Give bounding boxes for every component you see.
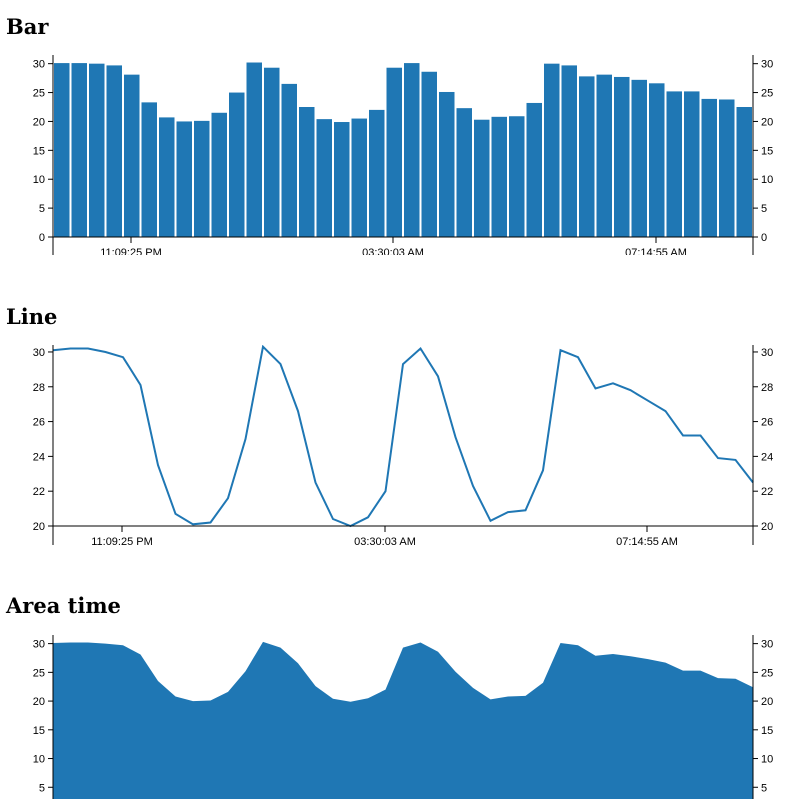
bar <box>316 119 332 237</box>
bar <box>211 112 227 237</box>
y-tick-label-right: 15 <box>761 725 773 737</box>
y-tick-label-right: 28 <box>761 382 773 394</box>
bar <box>369 109 385 237</box>
area-chart-title: Area time <box>6 593 121 618</box>
bar <box>54 63 70 237</box>
bar <box>106 65 122 238</box>
bar <box>141 102 157 237</box>
y-tick-label-left: 20 <box>33 116 45 128</box>
bar <box>439 91 455 237</box>
bar <box>491 116 507 237</box>
bar <box>544 63 560 237</box>
y-tick-label-left: 25 <box>33 88 45 100</box>
x-tick-label: 03:30:03 AM <box>362 247 424 255</box>
y-tick-label-right: 30 <box>761 59 773 71</box>
y-tick-label-right: 20 <box>761 116 773 128</box>
bar <box>351 118 367 237</box>
bar <box>456 108 472 238</box>
y-tick-label-left: 30 <box>33 639 45 651</box>
y-tick-label-left: 22 <box>33 486 45 498</box>
y-tick-label-left: 5 <box>39 782 45 794</box>
bar <box>684 91 700 238</box>
y-tick-label-right: 20 <box>761 696 773 708</box>
series-area <box>53 641 753 799</box>
bar-chart: 0 0 5 5 10 10 15 15 20 20 25 25 30 30 11:09:25 PM 03:30… <box>33 55 773 255</box>
y-tick-label-right: 30 <box>761 347 773 359</box>
bar <box>736 107 752 237</box>
y-tick-label-right: 10 <box>761 754 773 766</box>
y-tick-label-left: 15 <box>33 725 45 737</box>
y-tick-label-left: 20 <box>33 521 45 533</box>
x-tick-label: 03:30:03 AM <box>354 536 416 545</box>
bar <box>561 65 577 238</box>
y-tick-label-right: 25 <box>761 88 773 100</box>
y-tick-label-left: 25 <box>33 667 45 679</box>
y-tick-label-left: 30 <box>33 347 45 359</box>
bar <box>701 98 717 238</box>
bar-chart-title: Bar <box>6 14 49 39</box>
y-tick-label-right: 22 <box>761 486 773 498</box>
bar <box>614 76 630 237</box>
y-tick-label-left: 26 <box>33 417 45 429</box>
bar <box>71 63 87 237</box>
y-tick-label-right: 24 <box>761 451 773 463</box>
area-chart: 5 5 10 10 15 15 20 20 25 25 30 30 <box>33 635 773 799</box>
bar <box>281 83 297 237</box>
y-tick-label-right: 0 <box>761 232 767 244</box>
bar <box>124 74 140 237</box>
bar <box>176 121 192 237</box>
y-tick-label-right: 5 <box>761 782 767 794</box>
bar <box>579 76 595 237</box>
x-tick-label: 11:09:25 PM <box>91 536 153 545</box>
bar <box>159 117 175 237</box>
y-tick-label-right: 26 <box>761 417 773 429</box>
bar <box>246 62 262 238</box>
y-tick-label-left: 24 <box>33 451 45 463</box>
bar <box>596 74 612 237</box>
bar <box>509 116 525 237</box>
y-tick-label-right: 15 <box>761 145 773 157</box>
bar <box>229 92 245 237</box>
y-tick-label-left: 15 <box>33 145 45 157</box>
y-tick-label-left: 0 <box>39 232 45 244</box>
bar <box>666 91 682 238</box>
x-tick-label: 07:14:55 AM <box>616 536 678 545</box>
bar <box>264 67 280 237</box>
bar <box>526 102 542 237</box>
bar <box>649 83 665 237</box>
bar <box>299 107 315 237</box>
y-tick-label-left: 30 <box>33 59 45 71</box>
bar <box>421 71 437 237</box>
y-tick-label-left: 10 <box>33 754 45 766</box>
line-chart: 20 20 22 22 24 24 26 26 28 28 30 30 11:09:25 PM 03:30… <box>33 345 773 545</box>
bar <box>631 79 647 237</box>
x-tick-label: 11:09:25 PM <box>100 247 162 255</box>
y-tick-label-left: 20 <box>33 696 45 708</box>
bar <box>404 63 420 237</box>
y-tick-label-right: 25 <box>761 667 773 679</box>
y-tick-label-right: 5 <box>761 203 767 215</box>
bar <box>719 99 735 237</box>
y-tick-label-right: 20 <box>761 521 773 533</box>
y-tick-label-right: 10 <box>761 174 773 186</box>
line-chart-title: Line <box>6 304 58 329</box>
series-line <box>52 345 754 528</box>
y-tick-label-left: 10 <box>33 174 45 186</box>
bar <box>334 122 350 237</box>
bar <box>386 67 402 237</box>
x-tick-label: 07:14:55 AM <box>625 247 687 255</box>
y-tick-label-right: 30 <box>761 639 773 651</box>
y-tick-label-left: 5 <box>39 203 45 215</box>
y-tick-label-left: 28 <box>33 382 45 394</box>
bar <box>194 120 210 237</box>
bar <box>474 119 490 237</box>
bar <box>89 63 105 237</box>
